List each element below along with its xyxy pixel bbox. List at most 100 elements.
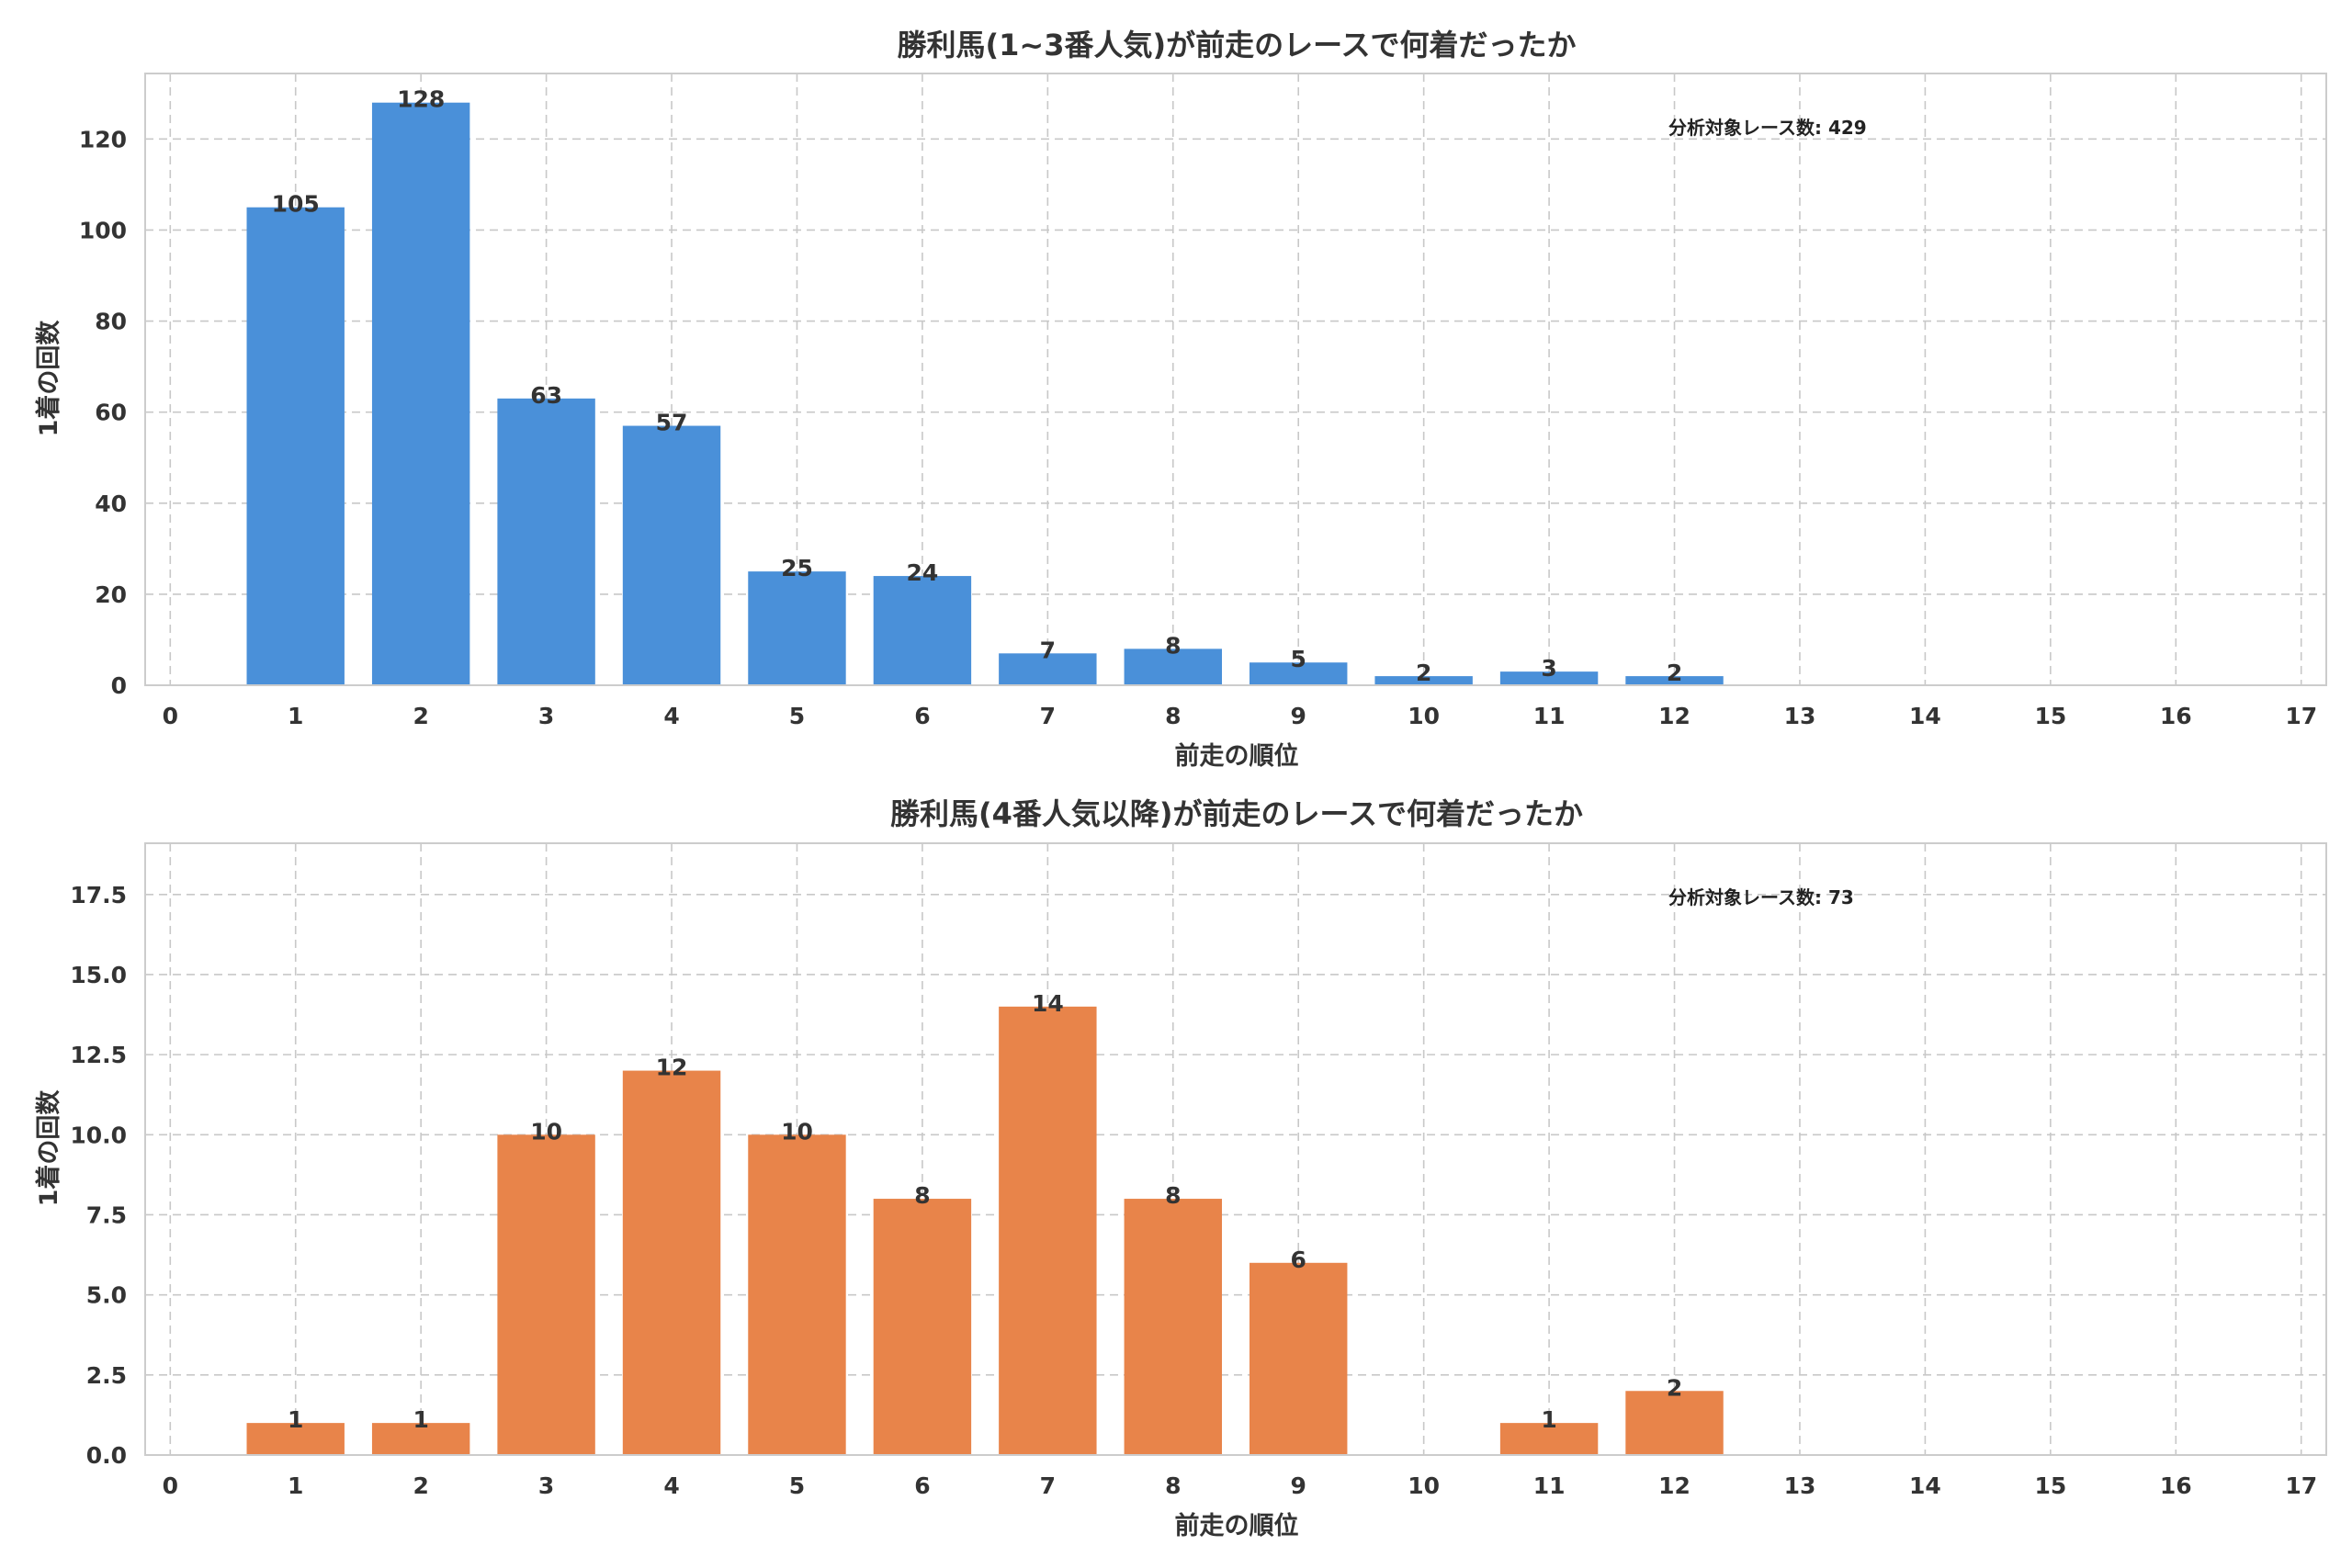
bar: [497, 1134, 595, 1455]
y-tick-label: 60: [95, 400, 127, 426]
y-tick-label: 5.0: [86, 1282, 127, 1309]
x-tick-label: 7: [1040, 703, 1056, 729]
y-tick-label: 15.0: [70, 962, 127, 988]
bar: [371, 1423, 470, 1455]
x-tick-label: 10: [1408, 1472, 1440, 1499]
chart-title: 勝利馬(4番人気以降)が前走のレースで何着だったか: [890, 796, 1583, 831]
y-tick-labels: 0.0 2.5 5.0 7.5 10.0 12.5 15.0 17.5: [70, 882, 127, 1469]
x-tick-label: 11: [1533, 703, 1566, 729]
y-tick-label: 0.0: [86, 1442, 127, 1469]
bar: [246, 207, 345, 685]
x-axis-label: 前走の順位: [1175, 1511, 1299, 1540]
bar-value-label: 14: [1032, 990, 1064, 1017]
bar: [1374, 676, 1473, 685]
bar-value-label: 1: [413, 1406, 428, 1433]
bar-value-label: 2: [1416, 660, 1431, 686]
x-tick-label: 17: [2285, 1472, 2317, 1499]
x-tick-label: 4: [663, 703, 679, 729]
bar-value-label: 8: [1165, 632, 1181, 659]
bar-value-label: 8: [1165, 1182, 1181, 1209]
x-tick-label: 10: [1408, 703, 1440, 729]
bar: [873, 1199, 972, 1455]
chart-bottom: 勝利馬(4番人気以降)が前走のレースで何着だったか 1 1101210814861…: [34, 796, 2327, 1540]
bar: [1250, 1262, 1348, 1455]
bar-value-label: 6: [1291, 1247, 1306, 1273]
bar-value-label: 5: [1291, 646, 1306, 672]
x-tick-label: 2: [413, 1472, 428, 1499]
x-tick-label: 3: [538, 1472, 554, 1499]
bar: [1499, 671, 1599, 685]
bar: [748, 1134, 846, 1455]
y-tick-label: 2.5: [86, 1362, 127, 1389]
plot-frame: [144, 842, 2327, 1456]
y-tick-label: 0: [111, 672, 127, 699]
y-tick-labels: 0 20 40 60 80 100 120: [79, 126, 127, 699]
y-axis-label: 1着の回数: [34, 1089, 63, 1207]
y-tick-label: 12.5: [70, 1042, 127, 1068]
chart-title: 勝利馬(1~3番人気)が前走のレースで何着だったか: [898, 28, 1577, 62]
y-tick-label: 80: [95, 309, 127, 335]
x-tick-label: 15: [2034, 1472, 2066, 1499]
x-tick-label: 14: [1909, 703, 1941, 729]
bar: [622, 425, 721, 685]
bar: [999, 1006, 1097, 1455]
x-tick-label: 9: [1291, 1472, 1306, 1499]
x-tick-labels: 0 1 2 3 4 5 6 7 8 9 10 11 12 13 14 15 16 17: [163, 1472, 2318, 1499]
race-count-annotation: 分析対象レース数: 73: [1668, 886, 1854, 908]
x-tick-label: 12: [1658, 703, 1690, 729]
y-tick-label: 17.5: [70, 882, 127, 908]
x-tick-labels: 0 1 2 3 4 5 6 7 8 9 10 11 12 13 14 15 16 17: [163, 703, 2318, 729]
grid-lines: [145, 73, 2326, 686]
x-tick-label: 9: [1291, 703, 1306, 729]
y-tick-label: 10.0: [70, 1122, 127, 1148]
x-tick-label: 0: [163, 1472, 178, 1499]
bar: [1250, 662, 1348, 685]
x-tick-label: 14: [1909, 1472, 1941, 1499]
x-tick-label: 15: [2034, 703, 2066, 729]
bar: [1124, 649, 1222, 685]
bar-value-label: 1: [1541, 1406, 1556, 1433]
bar-value-label: 63: [530, 382, 562, 409]
bar-value-label: 128: [397, 86, 445, 113]
x-tick-label: 6: [914, 1472, 930, 1499]
bar-value-label: 8: [914, 1182, 930, 1209]
x-tick-label: 13: [1784, 703, 1816, 729]
bar-value-label: 12: [656, 1055, 688, 1081]
x-tick-label: 2: [413, 703, 428, 729]
y-tick-label: 100: [79, 217, 127, 243]
bars: [246, 1006, 1724, 1455]
bar: [873, 576, 972, 685]
y-tick-label: 7.5: [86, 1201, 127, 1228]
x-tick-label: 7: [1040, 1472, 1056, 1499]
x-tick-label: 4: [663, 1472, 679, 1499]
x-tick-label: 8: [1165, 703, 1181, 729]
bar: [246, 1423, 345, 1455]
bar-value-label: 105: [272, 191, 320, 218]
x-tick-label: 16: [2160, 1472, 2192, 1499]
x-tick-label: 1: [288, 703, 303, 729]
x-tick-label: 3: [538, 703, 554, 729]
race-count-annotation: 分析対象レース数: 429: [1668, 117, 1867, 139]
bars: [246, 102, 1724, 685]
bar-value-label: 57: [656, 410, 688, 436]
bar: [1625, 676, 1724, 685]
bar-value-label: 24: [907, 559, 939, 586]
bar-value-label: 25: [781, 555, 813, 581]
y-tick-label: 20: [95, 581, 127, 608]
y-axis-label: 1着の回数: [34, 320, 63, 437]
bar-value-label: 2: [1667, 660, 1682, 686]
grid-lines: [145, 843, 2326, 1456]
bar-value-label: 10: [530, 1118, 562, 1145]
x-tick-label: 1: [288, 1472, 303, 1499]
bar: [1499, 1423, 1599, 1455]
bar-value-label: 3: [1541, 655, 1556, 682]
bar: [497, 398, 595, 685]
bar: [999, 653, 1097, 685]
x-tick-label: 0: [163, 703, 178, 729]
bar: [1625, 1391, 1724, 1455]
y-tick-label: 40: [95, 491, 127, 517]
bar-value-label: 1: [288, 1406, 303, 1433]
x-axis-label: 前走の順位: [1175, 741, 1299, 771]
bar: [748, 571, 846, 685]
